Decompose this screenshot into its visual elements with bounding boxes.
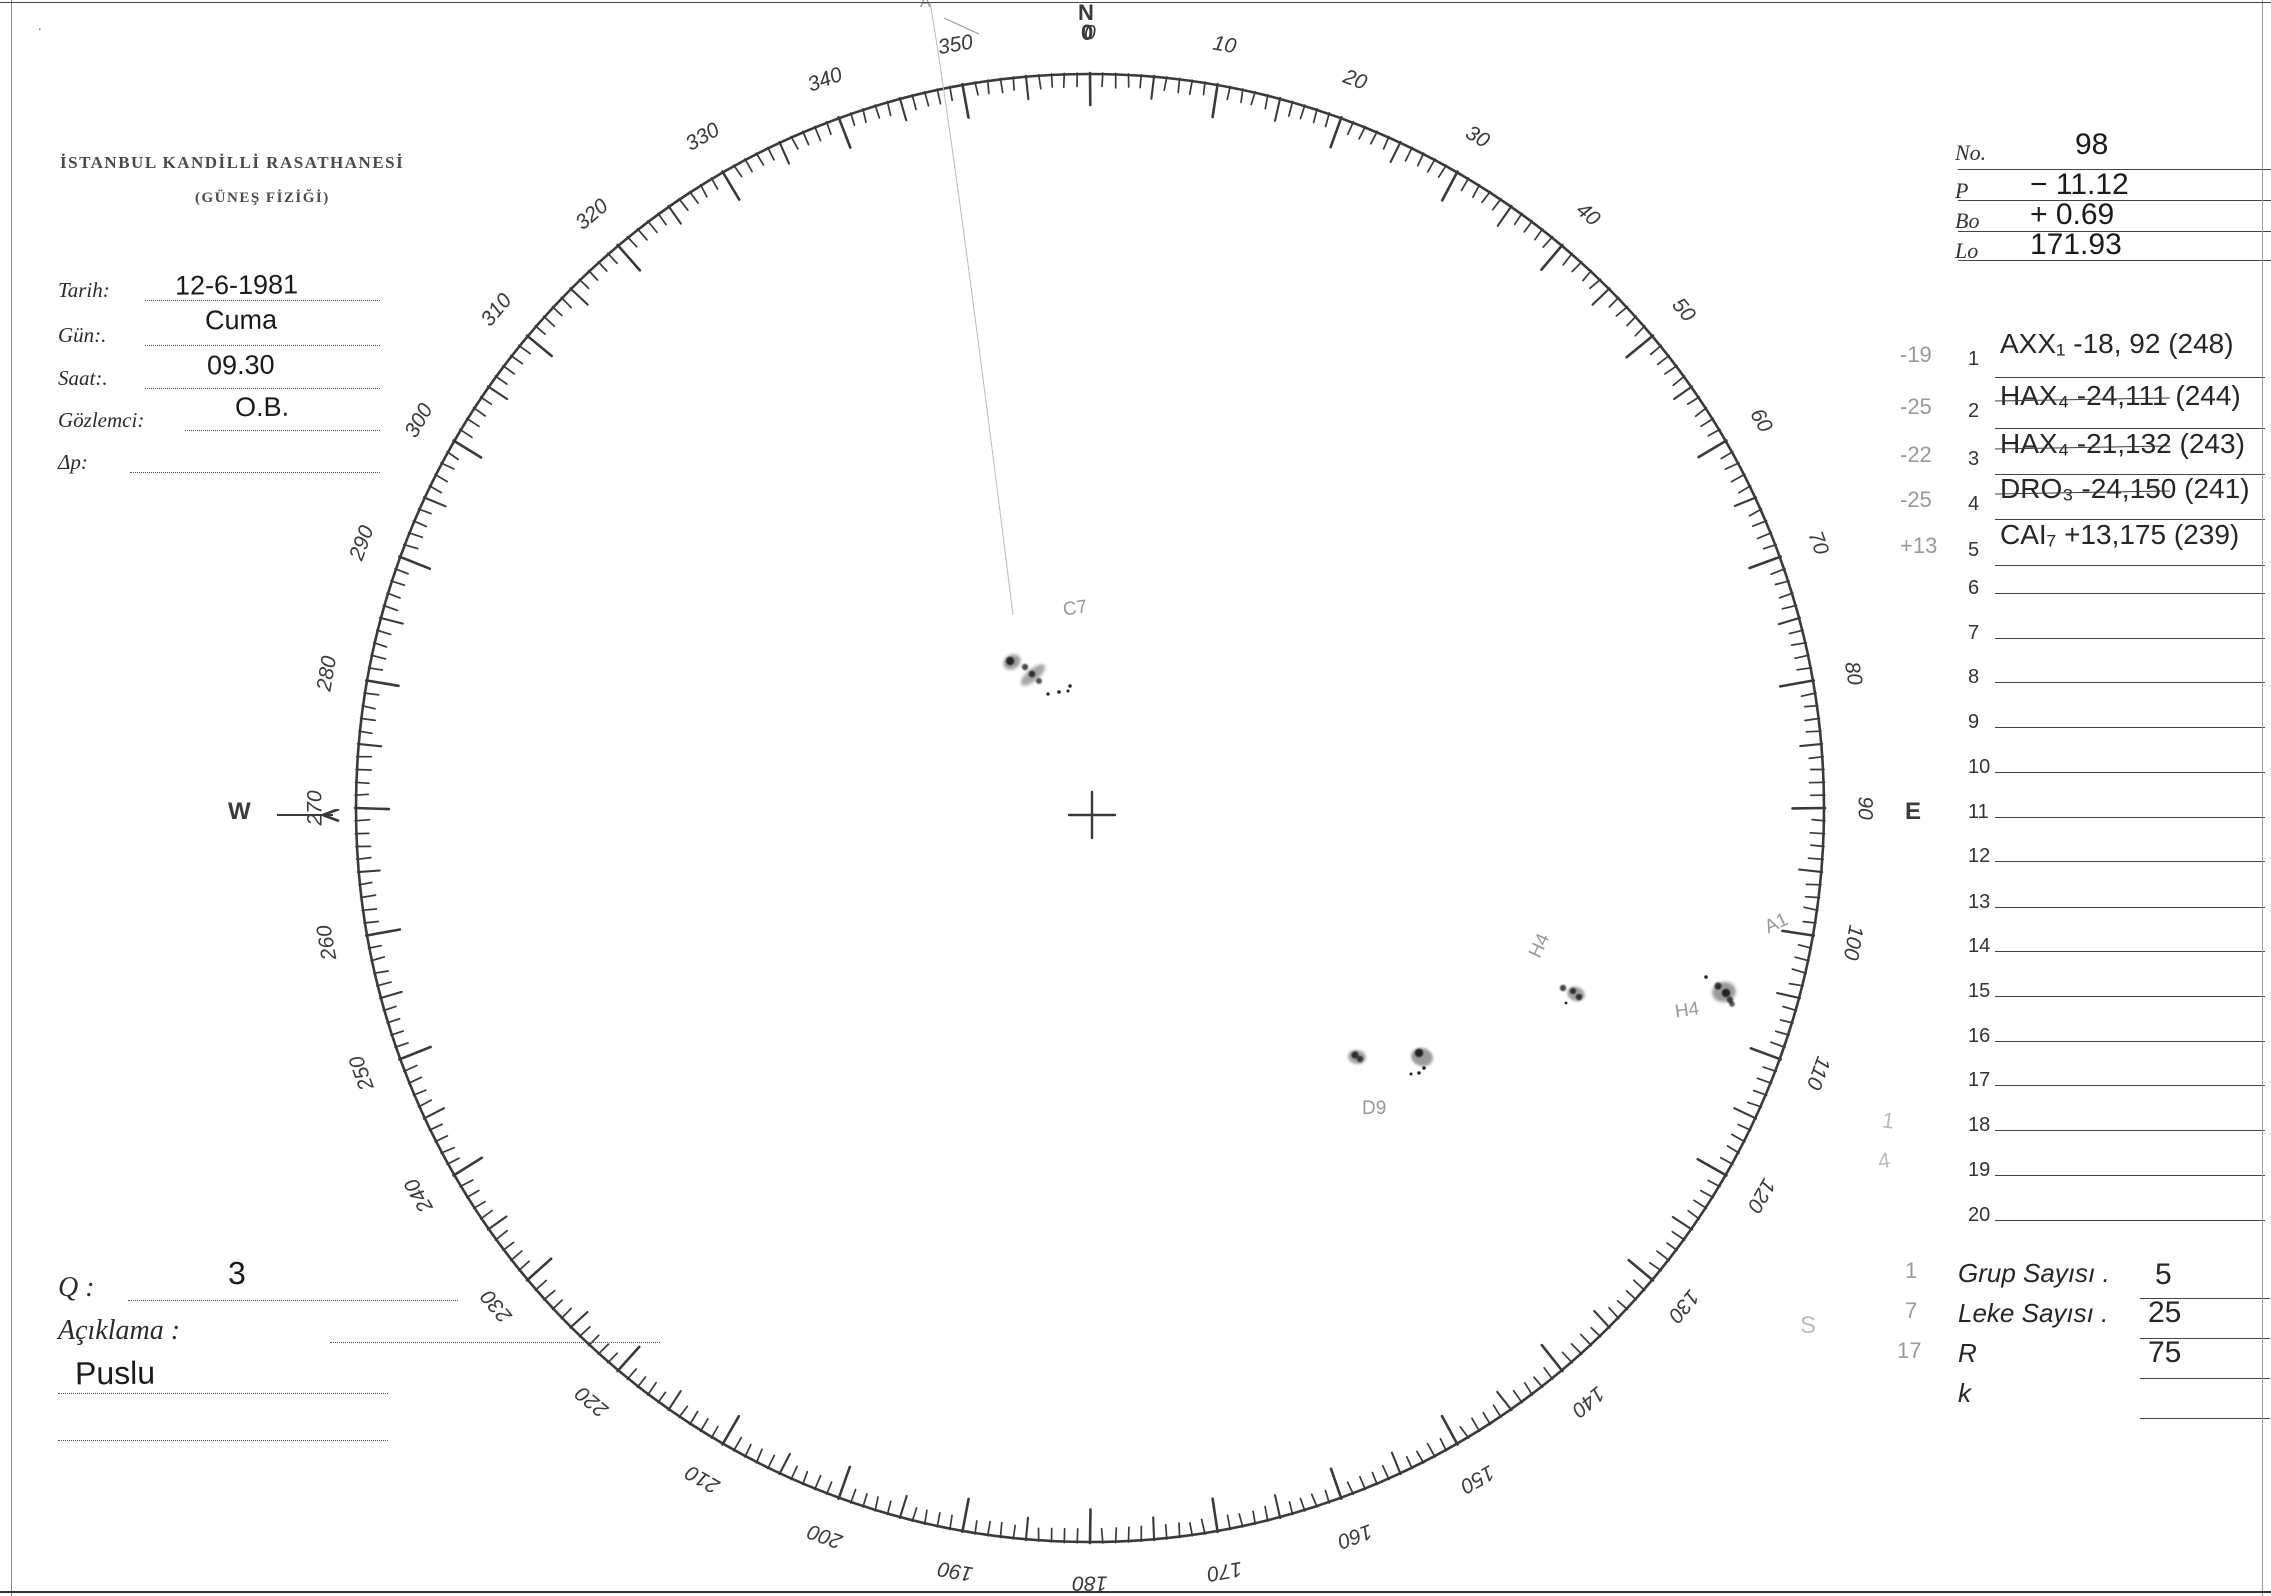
svg-text:290: 290 [345, 522, 379, 564]
svg-text:20: 20 [1339, 65, 1370, 95]
svg-text:300: 300 [400, 399, 438, 441]
svg-text:230: 230 [476, 1285, 517, 1328]
svg-text:90: 90 [1853, 796, 1876, 820]
svg-text:320: 320 [571, 194, 613, 234]
svg-text:30: 30 [1462, 121, 1494, 153]
svg-text:130: 130 [1663, 1285, 1703, 1327]
svg-text:220: 220 [571, 1381, 614, 1422]
svg-text:80: 80 [1840, 660, 1867, 687]
svg-text:350: 350 [936, 30, 975, 59]
svg-text:160: 160 [1334, 1519, 1375, 1553]
svg-text:190: 190 [936, 1557, 975, 1586]
svg-text:140: 140 [1567, 1382, 1609, 1422]
svg-text:280: 280 [312, 654, 341, 694]
svg-text:340: 340 [805, 63, 846, 97]
svg-text:250: 250 [345, 1052, 379, 1094]
svg-text:10: 10 [1211, 32, 1238, 59]
svg-text:40: 40 [1572, 198, 1605, 231]
svg-text:70: 70 [1803, 528, 1833, 558]
svg-text:100: 100 [1839, 923, 1868, 962]
svg-text:260: 260 [312, 923, 341, 963]
svg-text:50: 50 [1667, 294, 1700, 327]
svg-text:170: 170 [1205, 1557, 1244, 1586]
svg-text:200: 200 [804, 1519, 846, 1553]
svg-text:150: 150 [1456, 1460, 1498, 1498]
svg-text:240: 240 [400, 1174, 438, 1217]
svg-text:60: 60 [1745, 405, 1777, 437]
svg-text:330: 330 [682, 118, 724, 156]
svg-text:120: 120 [1742, 1175, 1780, 1217]
svg-text:310: 310 [476, 289, 516, 331]
svg-text:270: 270 [304, 790, 327, 826]
svg-text:110: 110 [1802, 1053, 1835, 1093]
svg-text:210: 210 [681, 1460, 724, 1498]
